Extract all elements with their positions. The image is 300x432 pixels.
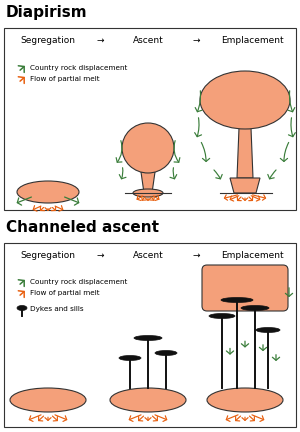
Text: →: → [192, 251, 200, 260]
Bar [4, 243, 296, 427]
Ellipse shape [134, 336, 162, 340]
Text: Emplacement: Emplacement [221, 251, 283, 260]
Ellipse shape [17, 305, 27, 311]
FancyBboxPatch shape [202, 265, 288, 311]
Text: Ascent: Ascent [133, 251, 164, 260]
Text: Flow of partial melt: Flow of partial melt [30, 290, 100, 296]
Text: Segregation: Segregation [20, 251, 76, 260]
Text: Ascent: Ascent [133, 36, 164, 45]
Ellipse shape [155, 350, 177, 356]
Polygon shape [237, 128, 253, 178]
Ellipse shape [207, 388, 283, 412]
Bar [4, 28, 296, 210]
Ellipse shape [10, 388, 86, 412]
Polygon shape [230, 178, 260, 193]
Ellipse shape [110, 388, 186, 412]
Ellipse shape [256, 327, 280, 333]
Polygon shape [141, 172, 155, 193]
Ellipse shape [200, 71, 290, 129]
Text: Country rock displacement: Country rock displacement [30, 65, 127, 71]
Ellipse shape [122, 123, 174, 173]
Ellipse shape [209, 314, 235, 318]
Ellipse shape [17, 181, 79, 203]
Text: Country rock displacement: Country rock displacement [30, 279, 127, 285]
Text: Segregation: Segregation [20, 36, 76, 45]
Ellipse shape [221, 298, 253, 302]
Text: Dykes and sills: Dykes and sills [30, 306, 84, 312]
Text: Diapirism: Diapirism [6, 5, 88, 20]
Text: Flow of partial melt: Flow of partial melt [30, 76, 100, 82]
Text: →: → [192, 36, 200, 45]
Ellipse shape [133, 189, 163, 197]
Text: →: → [96, 36, 104, 45]
Ellipse shape [241, 305, 269, 311]
Text: →: → [96, 251, 104, 260]
Ellipse shape [119, 356, 141, 360]
Text: Channeled ascent: Channeled ascent [6, 220, 159, 235]
Text: Emplacement: Emplacement [221, 36, 283, 45]
